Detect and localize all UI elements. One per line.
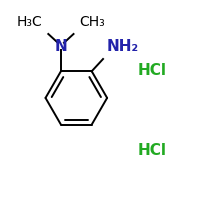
Text: NH₂: NH₂ (106, 39, 138, 54)
Text: H₃C: H₃C (16, 15, 42, 29)
Text: HCl: HCl (137, 143, 166, 158)
Text: N: N (55, 39, 67, 54)
Text: HCl: HCl (137, 63, 166, 78)
Text: CH₃: CH₃ (80, 15, 105, 29)
